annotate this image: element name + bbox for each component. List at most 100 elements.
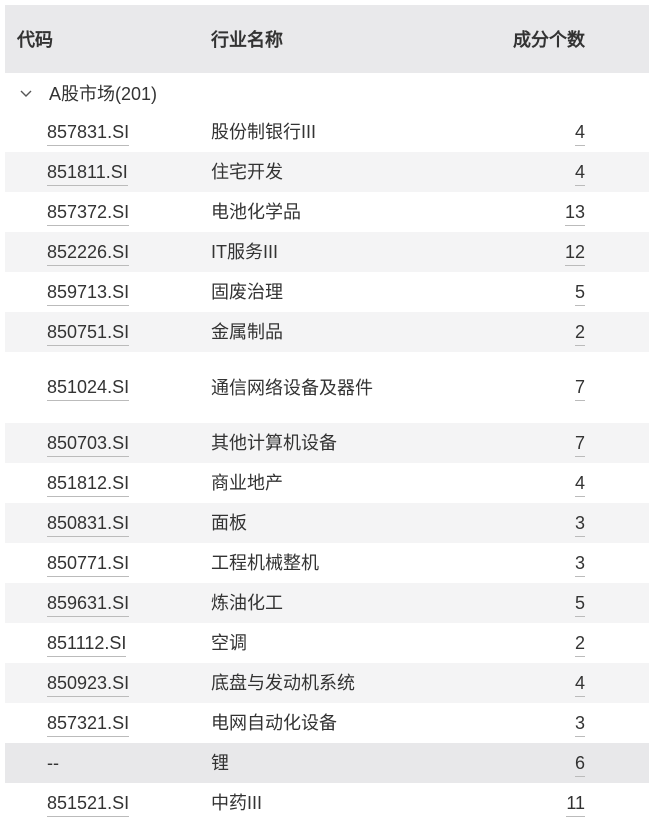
count-link[interactable]: 3 bbox=[574, 512, 585, 537]
table-row[interactable]: 852226.SI IT服务III 12 bbox=[5, 232, 649, 272]
code-cell: 857831.SI bbox=[5, 121, 211, 146]
code-cell: 850751.SI bbox=[5, 321, 211, 346]
code-cell: 859631.SI bbox=[5, 592, 211, 617]
count-cell: 3 bbox=[411, 552, 585, 577]
count-cell: 13 bbox=[411, 201, 585, 226]
table-row[interactable]: 850703.SI 其他计算机设备 7 bbox=[5, 423, 649, 463]
name-cell: 炼油化工 bbox=[211, 593, 283, 613]
code-link[interactable]: 857321.SI bbox=[47, 712, 130, 737]
count-link[interactable]: 12 bbox=[564, 241, 585, 266]
code-link[interactable]: 850923.SI bbox=[47, 672, 130, 697]
name-cell: 通信网络设备及器件 bbox=[211, 377, 373, 398]
name-cell: 中药III bbox=[211, 793, 263, 813]
name-cell: IT服务III bbox=[211, 242, 278, 262]
count-link[interactable]: 6 bbox=[574, 752, 585, 777]
group-row-a-share[interactable]: A股市场(201) bbox=[5, 73, 649, 112]
code-cell: 850923.SI bbox=[5, 672, 211, 697]
table-row[interactable]: -- 锂 6 bbox=[5, 743, 649, 783]
count-cell: 12 bbox=[411, 241, 585, 266]
table-row[interactable]: 851811.SI 住宅开发 4 bbox=[5, 152, 649, 192]
count-link[interactable]: 2 bbox=[574, 321, 585, 346]
count-cell: 3 bbox=[411, 512, 585, 537]
name-cell: 固废治理 bbox=[211, 282, 283, 302]
name-cell: 面板 bbox=[211, 513, 247, 533]
name-cell: 锂 bbox=[211, 753, 229, 773]
code-cell: 852226.SI bbox=[5, 241, 211, 266]
code-cell: 851521.SI bbox=[5, 792, 211, 817]
code-link[interactable]: 859713.SI bbox=[47, 281, 130, 306]
count-link[interactable]: 3 bbox=[574, 552, 585, 577]
count-cell: 2 bbox=[411, 632, 585, 657]
code-link[interactable]: 857372.SI bbox=[47, 201, 130, 226]
code-link[interactable]: 852226.SI bbox=[47, 241, 130, 266]
count-link[interactable]: 7 bbox=[574, 377, 585, 401]
code-link[interactable]: 850831.SI bbox=[47, 512, 130, 537]
count-link[interactable]: 5 bbox=[574, 592, 585, 617]
table-row[interactable]: 859631.SI 炼油化工 5 bbox=[5, 583, 649, 623]
count-link[interactable]: 4 bbox=[574, 161, 585, 186]
code-link[interactable]: 850703.SI bbox=[47, 432, 130, 457]
count-cell: 2 bbox=[411, 321, 585, 346]
code-link: -- bbox=[47, 752, 59, 773]
count-link[interactable]: 2 bbox=[574, 632, 585, 657]
code-link[interactable]: 850751.SI bbox=[47, 321, 130, 346]
code-link[interactable]: 850771.SI bbox=[47, 552, 130, 577]
header-count[interactable]: 成分个数 bbox=[513, 30, 585, 50]
table-row[interactable]: 850831.SI 面板 3 bbox=[5, 503, 649, 543]
table-row[interactable]: 851521.SI 中药III 11 bbox=[5, 783, 649, 823]
code-cell: 850703.SI bbox=[5, 432, 211, 457]
industry-table: 代码 行业名称 成分个数 A股市场(201) 857831.SI 股份制银行II… bbox=[5, 5, 649, 823]
code-cell: 859713.SI bbox=[5, 281, 211, 306]
name-cell: 金属制品 bbox=[211, 322, 283, 342]
name-cell: 电网自动化设备 bbox=[211, 713, 337, 733]
group-label: A股市场(201) bbox=[49, 83, 158, 104]
code-cell: 851811.SI bbox=[5, 161, 211, 186]
count-link[interactable]: 11 bbox=[566, 792, 585, 817]
name-cell: 其他计算机设备 bbox=[211, 433, 337, 453]
chevron-down-icon[interactable] bbox=[19, 86, 33, 100]
count-link[interactable]: 4 bbox=[574, 472, 585, 497]
count-link[interactable]: 4 bbox=[574, 672, 585, 697]
code-cell: -- bbox=[5, 753, 211, 774]
table-header: 代码 行业名称 成分个数 bbox=[5, 5, 649, 73]
table-row[interactable]: 859713.SI 固废治理 5 bbox=[5, 272, 649, 312]
name-cell: 商业地产 bbox=[211, 473, 283, 493]
count-cell: 7 bbox=[411, 377, 585, 401]
code-cell: 850831.SI bbox=[5, 512, 211, 537]
code-cell: 851812.SI bbox=[5, 472, 211, 497]
count-cell: 4 bbox=[411, 672, 585, 697]
count-link[interactable]: 4 bbox=[574, 121, 585, 146]
header-code[interactable]: 代码 bbox=[17, 30, 53, 50]
code-link[interactable]: 851112.SI bbox=[47, 632, 127, 657]
count-cell: 4 bbox=[411, 161, 585, 186]
table-row[interactable]: 851024.SI 通信网络设备及器件 7 bbox=[5, 352, 649, 423]
table-row[interactable]: 857321.SI 电网自动化设备 3 bbox=[5, 703, 649, 743]
code-cell: 857321.SI bbox=[5, 712, 211, 737]
name-cell: 电池化学品 bbox=[211, 202, 301, 222]
code-cell: 850771.SI bbox=[5, 552, 211, 577]
code-cell: 857372.SI bbox=[5, 201, 211, 226]
code-link[interactable]: 851811.SI bbox=[47, 161, 128, 186]
code-link[interactable]: 851024.SI bbox=[47, 377, 130, 401]
code-link[interactable]: 851521.SI bbox=[47, 792, 130, 817]
count-cell: 4 bbox=[411, 121, 585, 146]
header-name[interactable]: 行业名称 bbox=[211, 30, 283, 50]
count-link[interactable]: 5 bbox=[574, 281, 585, 306]
count-cell: 5 bbox=[411, 592, 585, 617]
table-row[interactable]: 857831.SI 股份制银行III 4 bbox=[5, 112, 649, 152]
table-row[interactable]: 850923.SI 底盘与发动机系统 4 bbox=[5, 663, 649, 703]
code-cell: 851112.SI bbox=[5, 632, 211, 657]
code-link[interactable]: 851812.SI bbox=[47, 472, 130, 497]
table-row[interactable]: 850771.SI 工程机械整机 3 bbox=[5, 543, 649, 583]
code-cell: 851024.SI bbox=[5, 377, 211, 401]
count-link[interactable]: 13 bbox=[564, 201, 585, 226]
count-cell: 3 bbox=[411, 712, 585, 737]
count-link[interactable]: 3 bbox=[574, 712, 585, 737]
count-link[interactable]: 7 bbox=[574, 432, 585, 457]
table-row[interactable]: 851812.SI 商业地产 4 bbox=[5, 463, 649, 503]
table-row[interactable]: 851112.SI 空调 2 bbox=[5, 623, 649, 663]
code-link[interactable]: 859631.SI bbox=[47, 592, 130, 617]
table-row[interactable]: 857372.SI 电池化学品 13 bbox=[5, 192, 649, 232]
table-row[interactable]: 850751.SI 金属制品 2 bbox=[5, 312, 649, 352]
code-link[interactable]: 857831.SI bbox=[47, 121, 130, 146]
